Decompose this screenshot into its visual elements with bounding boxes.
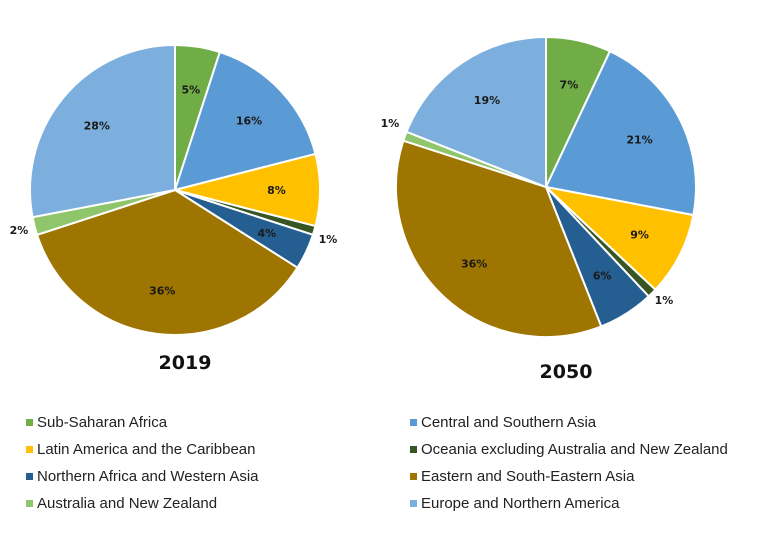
pie-label-2019-5: 4% <box>257 227 276 240</box>
pie-slice-2019-6 <box>35 188 299 336</box>
legend-swatch <box>26 500 33 507</box>
pie-label-2019-7: 2% <box>10 224 29 237</box>
pie-label-2050-1: 7% <box>560 79 579 92</box>
legend-swatch <box>26 473 33 480</box>
pie-slice-2050-8 <box>405 35 547 189</box>
pie-label-2019-1: 5% <box>182 84 201 97</box>
pie-label-2019-2: 16% <box>236 115 262 128</box>
pie-slice-2050-2 <box>544 49 697 217</box>
legend-label: Oceania excluding Australia and New Zeal… <box>421 441 728 458</box>
legend-label: Australia and New Zealand <box>37 495 218 512</box>
pie-slice-2019-8 <box>29 43 176 219</box>
legend-label: Central and Southern Asia <box>421 414 597 431</box>
legend-swatch <box>26 419 33 426</box>
pie-label-2019-8: 28% <box>84 119 110 132</box>
pie-label-2050-4: 1% <box>655 294 674 307</box>
legend-label: Northern Africa and Western Asia <box>37 468 259 485</box>
pie-label-2050-7: 1% <box>381 117 400 130</box>
legend-label: Eastern and South-Eastern Asia <box>421 468 635 485</box>
legend-item: Australia and New Zealand <box>26 495 217 512</box>
pie-2019: 5% 16% 8% 1% 4% 36% 2% 28% <box>10 43 338 336</box>
legend-item: Latin America and the Caribbean <box>26 441 255 458</box>
pie-label-2050-8: 19% <box>474 94 500 107</box>
legend-item: Oceania excluding Australia and New Zeal… <box>410 441 728 458</box>
pie-label-2019-6: 36% <box>149 285 175 298</box>
pie-slice-2050-3 <box>542 185 695 292</box>
legend-swatch <box>26 446 33 453</box>
pie-label-2050-3: 9% <box>630 229 649 242</box>
pie-title-2019: 2019 <box>159 352 212 374</box>
pie-label-2050-2: 21% <box>626 133 652 146</box>
legend-item: Eastern and South-Eastern Asia <box>410 468 634 485</box>
legend-swatch <box>410 419 417 426</box>
legend-swatch <box>410 473 417 480</box>
legend-swatch <box>410 500 417 507</box>
legend-item: Europe and Northern America <box>410 495 619 512</box>
legend-item: Northern Africa and Western Asia <box>26 468 259 485</box>
pie-label-2019-3: 8% <box>267 184 286 197</box>
pie-slice-2050-6 <box>395 139 603 338</box>
legend-item: Sub-Saharan Africa <box>26 414 167 431</box>
pie-title-2050: 2050 <box>540 361 593 383</box>
pie-2050: 7% 21% 9% 1% 6% 36% 1% 19% <box>381 35 697 338</box>
pie-slice-2019-2 <box>173 50 317 192</box>
legend-label: Sub-Saharan Africa <box>37 414 168 431</box>
legend-item: Central and Southern Asia <box>410 414 596 431</box>
legend-label: Europe and Northern America <box>421 495 620 512</box>
legend-label: Latin America and the Caribbean <box>37 441 256 458</box>
pie-label-2019-4: 1% <box>319 233 338 246</box>
pie-label-2050-6: 36% <box>461 258 487 271</box>
legend-swatch <box>410 446 417 453</box>
pie-label-2050-5: 6% <box>593 270 612 283</box>
